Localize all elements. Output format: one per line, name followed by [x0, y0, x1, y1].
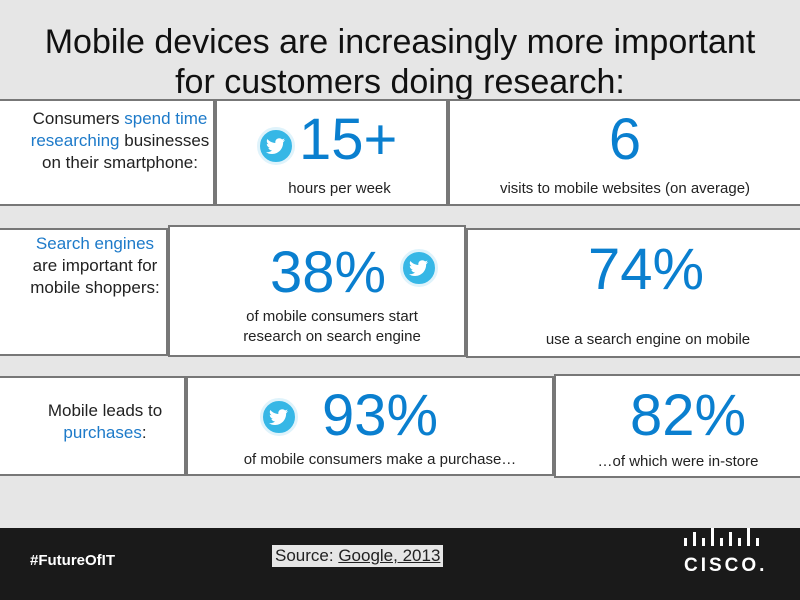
twitter-bird-icon[interactable] [400, 249, 438, 287]
twitter-bird-icon[interactable] [257, 127, 295, 165]
stat-caption-search-start: of mobile consumers start research on se… [170, 307, 494, 347]
twitter-bird-icon[interactable] [260, 398, 298, 436]
stat-card-purchase: 93% of mobile consumers make a purchase… [186, 376, 554, 476]
stat-card-hours: 15+ hours per week [215, 99, 448, 206]
row-1-label-box [0, 99, 215, 206]
stat-caption-visits: visits to mobile websites (on average) [499, 180, 751, 197]
stat-value-in-store: 82% [630, 383, 747, 448]
row-3-label-box [0, 376, 186, 476]
title-line-1: Mobile devices are increasingly more imp… [44, 23, 756, 61]
hashtag-label: #FutureOfIT [30, 552, 115, 569]
stat-value-visits: 6 [608, 107, 642, 172]
stat-caption-search-start-line-1: of mobile consumers start [246, 308, 418, 325]
row-2-label: Search engines are important for mobile … [30, 233, 160, 299]
row-3-label-part-1: Mobile leads to [47, 401, 163, 420]
stat-caption-search-start-line-2: research on search engine [243, 328, 421, 345]
title-line-2: for customers doing research: [175, 63, 625, 101]
bird-glyph [269, 409, 288, 425]
stat-caption-search-mobile: use a search engine on mobile [545, 331, 751, 348]
stat-card-visits: 6 visits to mobile websites (on average) [448, 99, 800, 206]
source-citation: Source: Google, 2013 [272, 545, 444, 567]
stat-value-search-mobile: 74% [588, 237, 705, 302]
row-2-label-part-2: are important for mobile shoppers: [30, 256, 160, 297]
row-2-label-part-1: Search engines [35, 234, 155, 253]
row-1-label-part-3: businesses on their smartphone: [42, 131, 210, 172]
cisco-logo: CISCO. [680, 526, 772, 576]
row-1-label-part-2: spend time researching [30, 109, 208, 150]
bird-glyph [409, 260, 428, 276]
cisco-wordmark: CISCO. [684, 555, 768, 576]
stat-caption-hours: hours per week [288, 180, 391, 197]
source-link[interactable]: Google, 2013 [338, 546, 441, 565]
stat-card-search-start: 38% of mobile consumers start research o… [168, 225, 466, 357]
stat-card-in-store: 82% …of which were in-store [554, 374, 800, 478]
row-1-label-part-1: Consumers [32, 109, 125, 128]
page-title: Mobile devices are increasingly more imp… [0, 22, 800, 102]
stat-card-search-mobile: 74% use a search engine on mobile [466, 228, 800, 358]
row-1-label: Consumers spend time researching busines… [30, 108, 210, 174]
stat-value-search-start: 38% [270, 240, 387, 305]
stat-caption-purchase: of mobile consumers make a purchase… [243, 451, 517, 468]
row-3-label: Mobile leads to purchases: [30, 400, 180, 444]
cisco-bars-icon [684, 528, 759, 546]
stat-value-hours: 15+ [299, 107, 398, 172]
source-prefix: Source: [275, 546, 339, 565]
row-2-label-box [0, 228, 168, 356]
row-3-label-part-3: : [141, 423, 147, 442]
stat-value-purchase: 93% [322, 383, 439, 448]
row-3-label-part-2: purchases [63, 423, 142, 442]
bird-glyph [266, 138, 285, 154]
stat-caption-in-store: …of which were in-store [597, 453, 759, 470]
